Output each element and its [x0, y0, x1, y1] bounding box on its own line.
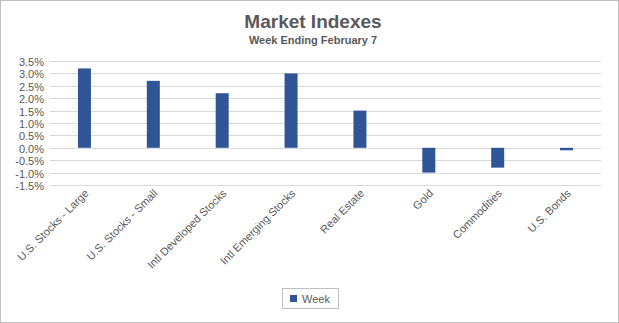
grid-line: [50, 123, 601, 124]
y-tick-label: -0.5%: [15, 155, 44, 167]
grid-line: [50, 173, 601, 174]
legend: Week: [283, 289, 339, 309]
y-tick-label: 3.0%: [19, 68, 44, 80]
bar: [147, 81, 160, 148]
grid: [50, 62, 601, 186]
x-tick-label: U.S. Stocks - Small: [84, 187, 159, 262]
y-tick-label: 1.5%: [19, 106, 44, 118]
y-tick-label: 0.0%: [19, 143, 44, 155]
bar: [422, 148, 435, 173]
x-tick-label: Intl Developed Stocks: [145, 187, 229, 271]
grid-line: [50, 148, 601, 149]
bar: [78, 68, 91, 147]
x-tick-label: U.S. Bonds: [525, 187, 573, 235]
grid-line: [50, 61, 601, 62]
bar: [560, 148, 573, 150]
x-tick-label: Commodities: [450, 187, 504, 241]
x-tick-label: Gold: [410, 187, 435, 212]
grid-line: [50, 135, 601, 136]
chart-container: Market Indexes Week Ending February 7 -1.5…: [0, 0, 619, 323]
bar: [216, 93, 229, 148]
y-tick-label: 1.0%: [19, 118, 44, 130]
bar: [353, 111, 366, 148]
grid-line: [50, 73, 601, 74]
grid-line: [50, 86, 601, 87]
subtitle: Week Ending February 7: [249, 34, 377, 46]
x-tick-label: U.S. Stocks - Large: [15, 187, 91, 263]
bars: [78, 68, 573, 172]
chart-frame: [1, 1, 619, 323]
legend-label: Week: [302, 293, 330, 305]
bar: [285, 73, 298, 147]
x-tick-label: Intl Emerging Stocks: [218, 187, 298, 267]
y-tick-label: 0.5%: [19, 130, 44, 142]
title: Market Indexes: [244, 11, 381, 32]
legend-swatch: [290, 295, 297, 302]
grid-line: [50, 98, 601, 99]
y-tick-label: 2.5%: [19, 81, 44, 93]
x-tick-label: Real Estate: [318, 187, 367, 236]
bar: [491, 148, 504, 168]
y-tick-label: 2.0%: [19, 93, 44, 105]
y-tick-label: -1.5%: [15, 180, 44, 192]
y-tick-label: 3.5%: [19, 56, 44, 68]
legend-box: [283, 289, 339, 309]
chart-svg: Market Indexes Week Ending February 7 -1.5…: [0, 0, 619, 323]
y-tick-label: -1.0%: [15, 168, 44, 180]
grid-line: [50, 160, 601, 161]
grid-line: [50, 111, 601, 112]
grid-line: [50, 185, 601, 186]
